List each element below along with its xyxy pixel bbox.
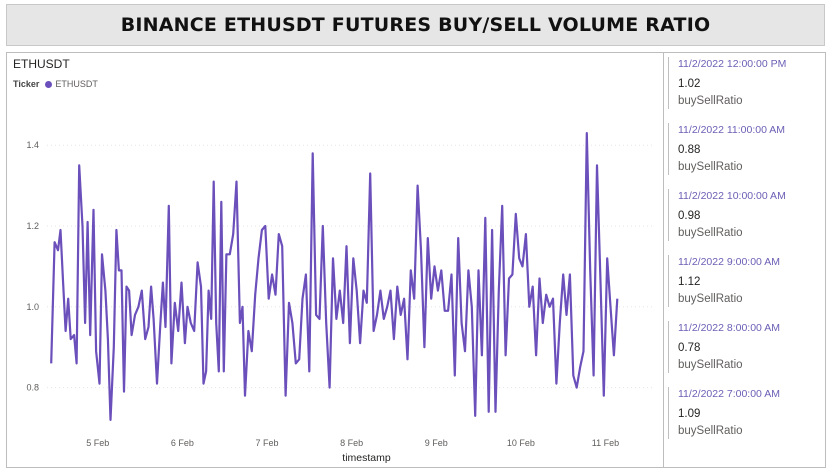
report-title-bar: BINANCE ETHUSDT FUTURES BUY/SELL VOLUME …: [6, 4, 825, 46]
y-tick-label: 0.8: [26, 383, 39, 393]
card-value: 1.12: [678, 276, 701, 288]
ratio-card: 11/2/2022 9:00:00 AM 1.12 buySellRatio: [668, 255, 818, 307]
card-timestamp: 11/2/2022 8:00:00 AM: [678, 322, 780, 334]
y-tick-label: 1.4: [26, 140, 39, 150]
y-tick-label: 1.2: [26, 221, 39, 231]
card-timestamp: 11/2/2022 9:00:00 AM: [678, 256, 780, 268]
ratio-card: 11/2/2022 7:00:00 AM 1.09 buySellRatio: [668, 387, 818, 439]
ratio-card: 11/2/2022 8:00:00 AM 0.78 buySellRatio: [668, 321, 818, 373]
report-title: BINANCE ETHUSDT FUTURES BUY/SELL VOLUME …: [120, 14, 711, 36]
card-panel: 11/2/2022 12:00:00 PM 1.02 buySellRatio …: [664, 52, 826, 468]
card-timestamp: 11/2/2022 7:00:00 AM: [678, 388, 780, 400]
card-timestamp: 11/2/2022 10:00:00 AM: [678, 190, 786, 202]
ratio-card: 11/2/2022 10:00:00 AM 0.98 buySellRatio: [668, 189, 818, 241]
card-timestamp: 11/2/2022 12:00:00 PM: [678, 58, 787, 70]
card-label: buySellRatio: [678, 293, 743, 305]
card-value: 0.98: [678, 210, 701, 222]
card-value: 0.88: [678, 144, 701, 156]
x-tick-label: 7 Feb: [255, 438, 278, 448]
card-value: 1.02: [678, 78, 701, 90]
line-chart-svg: 0.8 1.0 1.2 1.4 5 Feb 6 Feb 7 Feb 8 Feb 9 Feb 10 …: [26, 132, 652, 464]
card-label: buySellRatio: [678, 95, 743, 107]
card-label: buySellRatio: [678, 425, 743, 437]
chart-title: ETHUSDT: [13, 57, 70, 71]
card-value: 0.78: [678, 342, 701, 354]
line-chart-visual[interactable]: 0.8 1.0 1.2 1.4 5 Feb 6 Feb 7 Feb 8 Feb 9 Feb 10 …: [6, 52, 664, 468]
ratio-card: 11/2/2022 12:00:00 PM 1.02 buySellRatio: [668, 57, 818, 109]
x-tick-label: 5 Feb: [86, 438, 109, 448]
x-tick-label: 11 Feb: [592, 438, 619, 448]
legend-title: Ticker: [13, 79, 40, 89]
card-timestamp: 11/2/2022 11:00:00 AM: [678, 124, 786, 136]
x-tick-label: 10 Feb: [507, 438, 535, 448]
ratio-card: 11/2/2022 11:00:00 AM 0.88 buySellRatio: [668, 123, 818, 175]
legend-item-ethusdt[interactable]: ETHUSDT: [55, 79, 98, 89]
chart-legend[interactable]: Ticker ETHUSDT: [13, 79, 98, 89]
card-label: buySellRatio: [678, 359, 743, 371]
x-axis-title: timestamp: [342, 452, 391, 464]
x-tick-label: 9 Feb: [425, 438, 448, 448]
card-label: buySellRatio: [678, 227, 743, 239]
card-value: 1.09: [678, 408, 701, 420]
x-tick-label: 6 Feb: [171, 438, 194, 448]
card-label: buySellRatio: [678, 161, 743, 173]
series-line-ethusdt: [50, 132, 619, 421]
y-tick-label: 1.0: [26, 302, 39, 312]
legend-dot-icon: [45, 80, 53, 88]
x-tick-label: 8 Feb: [340, 438, 363, 448]
